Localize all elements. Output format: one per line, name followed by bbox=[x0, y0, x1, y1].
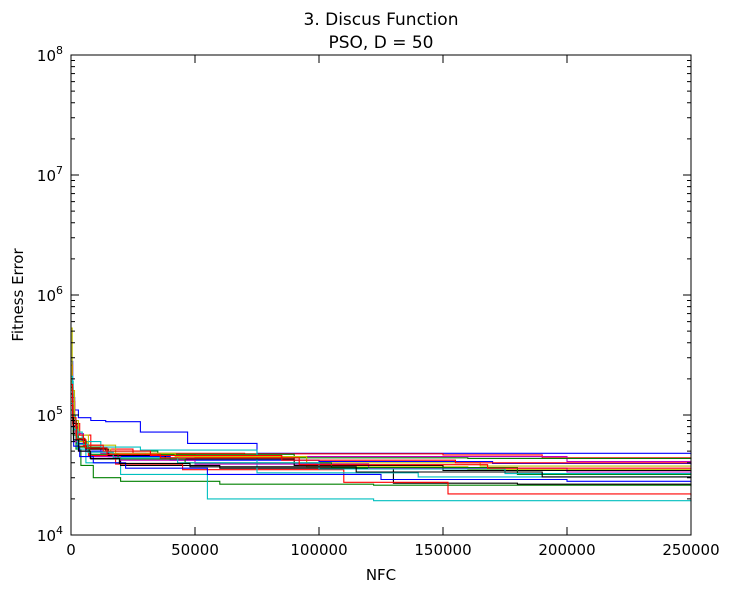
series-line-15 bbox=[71, 426, 692, 483]
x-tick-label: 150000 bbox=[414, 541, 471, 559]
series-line-9 bbox=[71, 386, 692, 459]
x-tick-label: 200000 bbox=[538, 541, 595, 559]
chart-title: 3. Discus Function bbox=[304, 10, 459, 30]
series-line-1 bbox=[71, 360, 692, 455]
y-axis-label: Fitness Error bbox=[9, 248, 27, 342]
x-tick-label: 0 bbox=[66, 541, 76, 559]
y-tick-label: 106 bbox=[37, 284, 63, 305]
series-line-3 bbox=[71, 364, 692, 459]
series-line-6 bbox=[71, 327, 692, 472]
x-axis-label: NFC bbox=[366, 566, 396, 584]
series-line-4 bbox=[71, 380, 692, 502]
series-line-17 bbox=[71, 383, 692, 465]
series-line-5 bbox=[71, 389, 692, 464]
series-line-19 bbox=[71, 396, 692, 469]
series-line-10 bbox=[71, 404, 692, 497]
x-tick-label: 100000 bbox=[290, 541, 347, 559]
series-line-20 bbox=[71, 417, 692, 478]
y-tick-label: 108 bbox=[37, 44, 63, 65]
axes-layer: 0 50000 100000 150000 200000 250000 104 105 106 1… bbox=[37, 44, 720, 559]
chart-subtitle: PSO, D = 50 bbox=[328, 33, 433, 53]
y-tick-label: 105 bbox=[37, 404, 63, 425]
y-tick-label: 104 bbox=[37, 524, 63, 545]
x-tick-label: 50000 bbox=[171, 541, 219, 559]
x-tick-label: 250000 bbox=[662, 541, 719, 559]
y-tick-label: 107 bbox=[37, 164, 63, 185]
series-layer bbox=[71, 327, 692, 502]
